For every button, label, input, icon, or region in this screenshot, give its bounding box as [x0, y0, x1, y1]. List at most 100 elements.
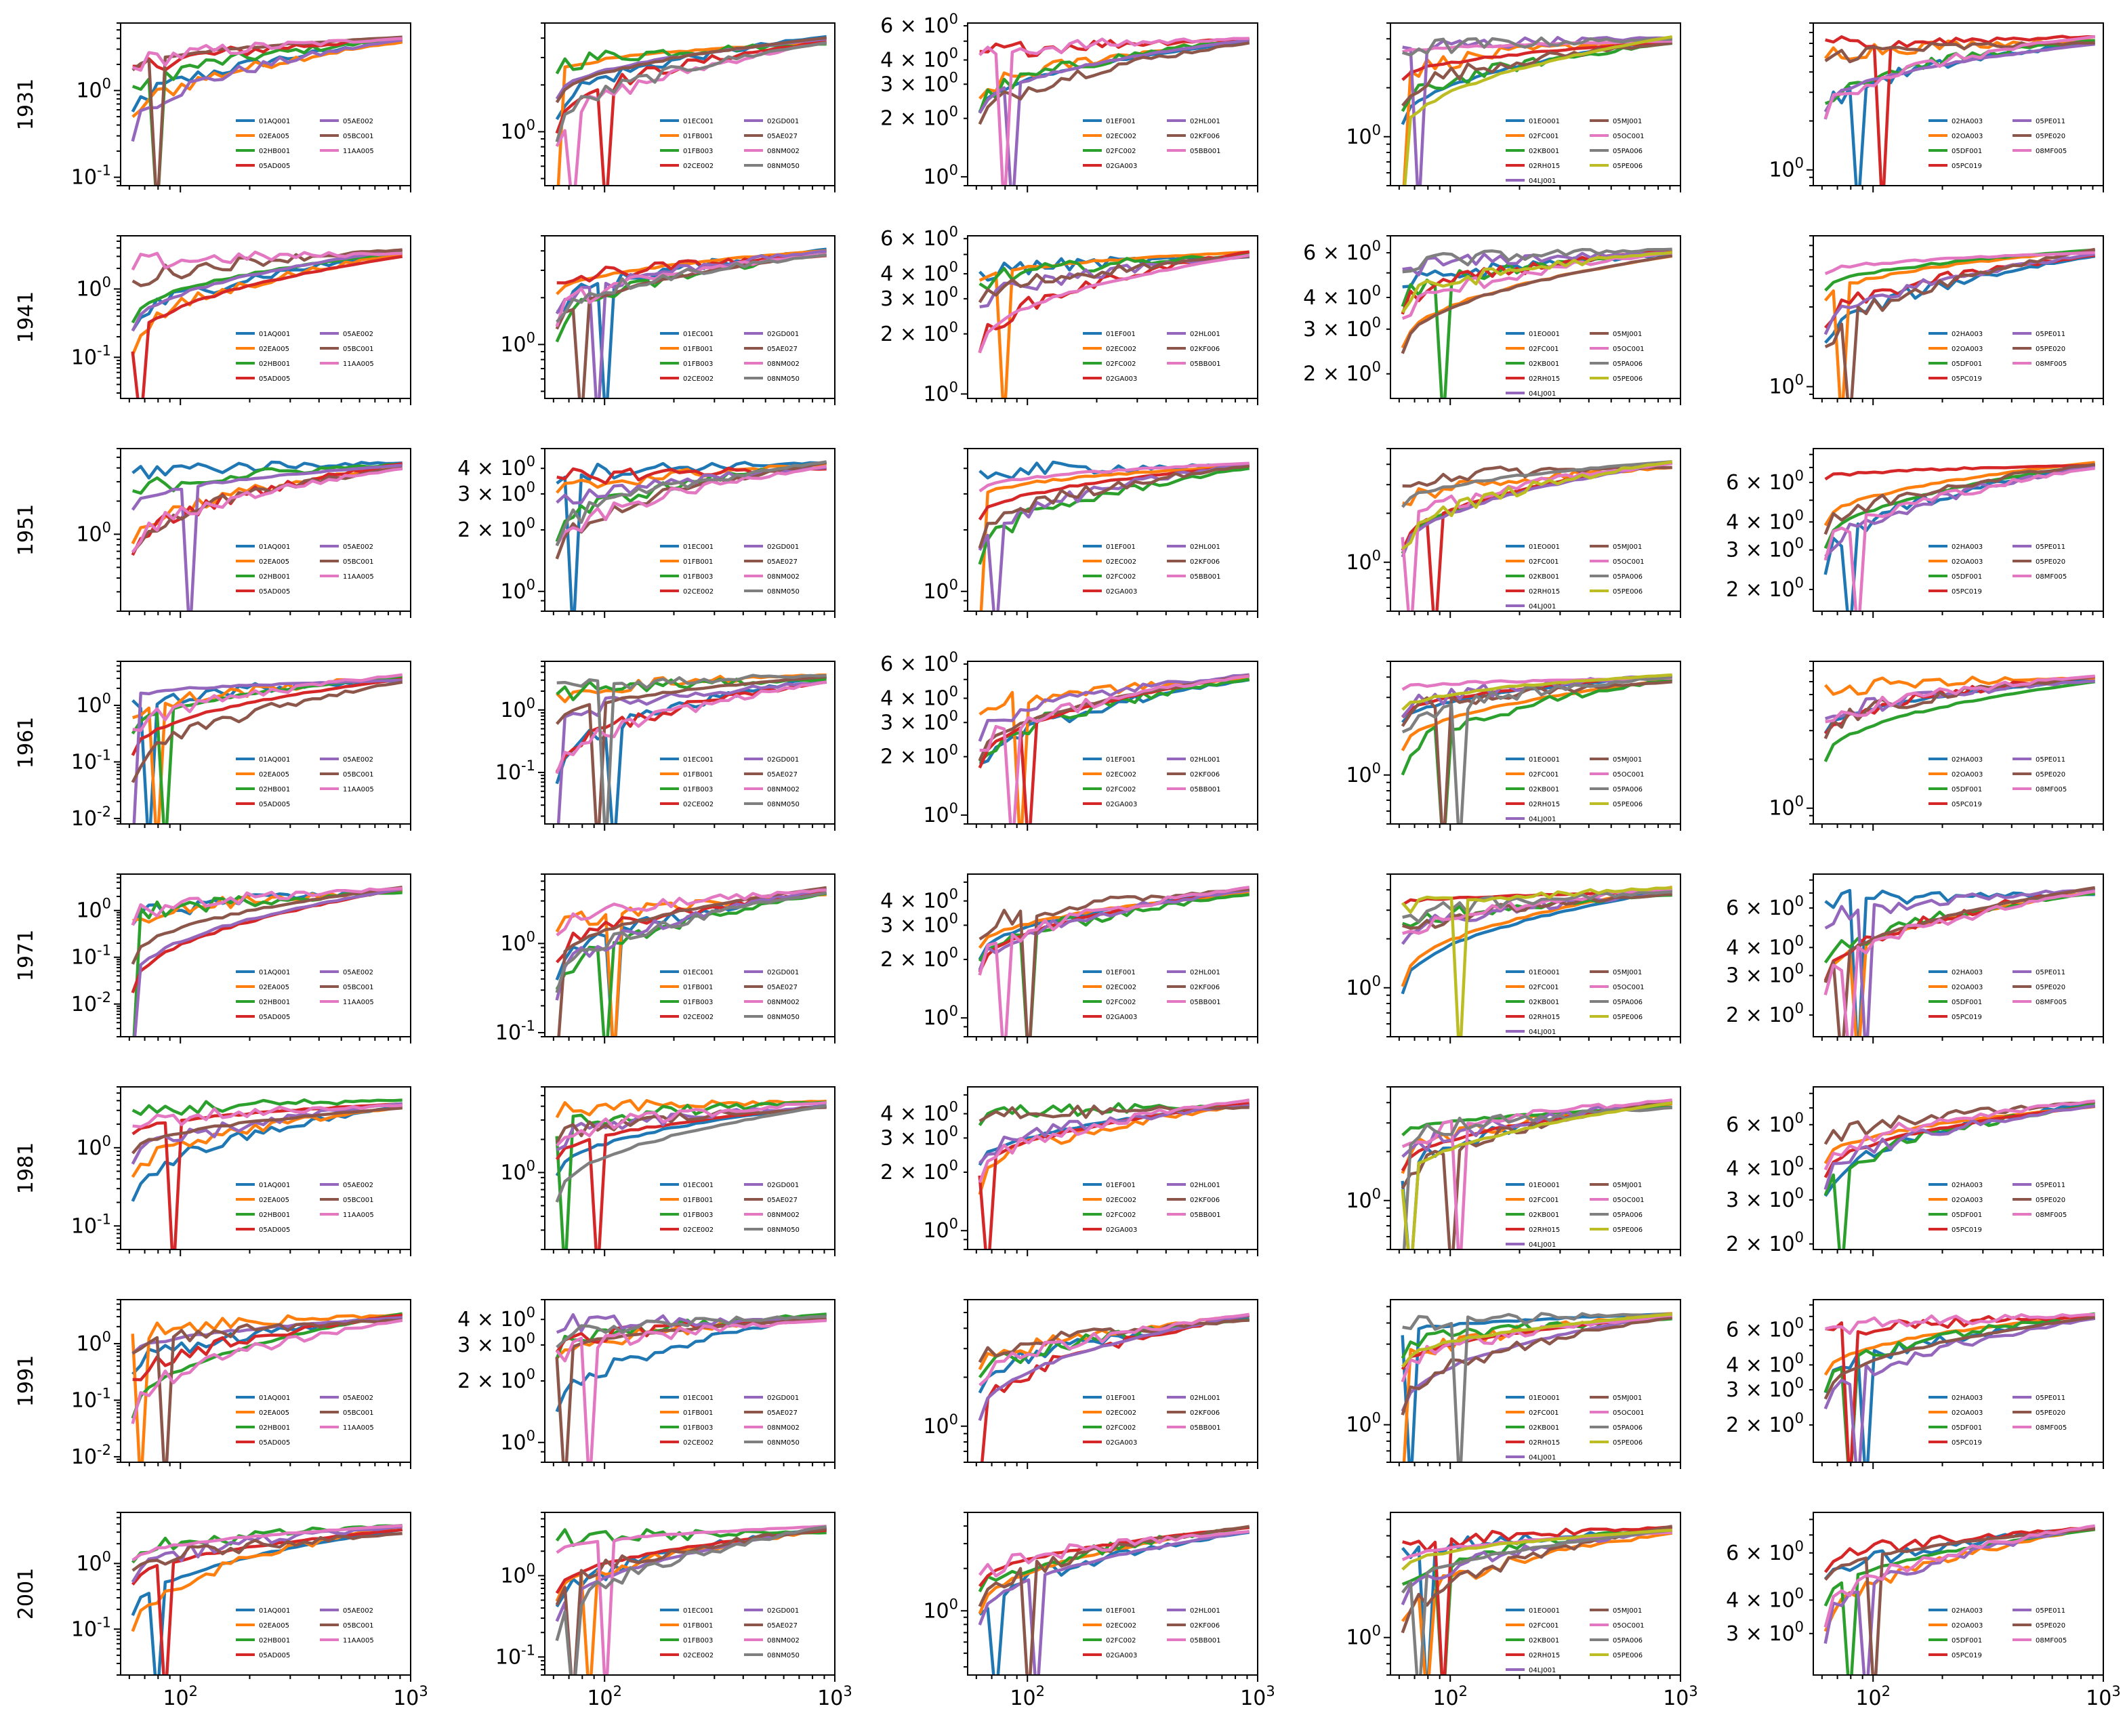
panel-1931-5: 100 02HA003 02OA003 05DF001 05PC019 05PE011 05…	[1769, 22, 2104, 192]
legend-entry: 05DF001	[1952, 573, 1982, 581]
series-line-08NM050	[555, 891, 827, 993]
legend-entry: 01EF001	[1106, 1182, 1136, 1189]
series-line-01EC001	[556, 461, 827, 611]
legend-entry: 02FC002	[1106, 999, 1136, 1006]
legend-entry: 05AD005	[259, 1014, 290, 1021]
panel-1971-4: 100 01EO001 02FC001 02KB001 02RH015 04LJ001 05…	[1346, 873, 1681, 1043]
series-line-05OC001	[1402, 887, 1672, 935]
panel-2001-1: 10-1 100 102 103 01AQ001 02EA005 02HB001 05AD00…	[71, 1512, 428, 1710]
x-tick-label: 102	[587, 1683, 622, 1710]
legend-entry: 02KB001	[1529, 786, 1559, 793]
legend-entry: 02KB001	[1529, 1212, 1559, 1219]
y-tick-label: 100	[1346, 1623, 1381, 1650]
axes-frame	[967, 1299, 1258, 1463]
legend-entry: 02FC002	[1106, 1637, 1136, 1645]
x-tick-label: 103	[393, 1683, 428, 1710]
series-line-08NM002	[555, 680, 827, 774]
series-line-04LJ001	[1402, 251, 1672, 276]
legend-entry: 02FC001	[1529, 771, 1559, 779]
series-line-08NM002	[555, 1319, 827, 1462]
legend-entry: 05PE006	[1613, 1652, 1643, 1659]
series-line-02CE002	[556, 253, 827, 285]
axes-frame	[967, 1512, 1258, 1676]
legend-entry: 05PE006	[1613, 163, 1643, 170]
y-tick-label: 100	[76, 274, 111, 301]
panel-1941-5: 100 02HA003 02OA003 05DF001 05PC019 05PE011 05…	[1769, 235, 2104, 405]
series-line-08NM002	[556, 888, 827, 936]
legend-entry: 02FC002	[1106, 1212, 1136, 1219]
series-line-05PE011	[1824, 888, 2095, 1037]
series-line-05PE011	[1825, 679, 2095, 720]
legend-entry: 02HB001	[259, 1637, 290, 1645]
series-line-05MJ001	[1401, 254, 1673, 354]
legend-entry: 05PE011	[2036, 118, 2065, 125]
legend-entry: 02HL001	[1190, 969, 1220, 976]
legend-entry: 02EA005	[259, 133, 289, 140]
legend-entry: 05AD005	[259, 163, 290, 170]
series-line-02EA005	[131, 1106, 403, 1178]
series-line-05PA006	[1401, 675, 1672, 824]
series-line-05PA006	[1402, 1106, 1672, 1249]
panel-1931-1: 10-1 100 01AQ001 02EA005 02HB001 05AD005 05AE0…	[71, 22, 411, 192]
panel-1981-2: 100 01EC001 01FB001 01FB003 02CE002 02GD001 05…	[500, 1086, 835, 1256]
legend-entry: 05OC001	[1613, 1622, 1645, 1630]
legend-entry: 05AE002	[343, 1182, 373, 1189]
panel-1941-1: 10-1 100 01AQ001 02EA005 02HB001 05AD005 05AE0…	[71, 235, 411, 405]
legend-entry: 05BB001	[1190, 1637, 1221, 1645]
legend-entry: 02OA003	[1952, 984, 1983, 991]
axes-frame	[120, 1299, 411, 1463]
y-tick-label: 6 × 100	[1726, 1538, 1804, 1565]
y-tick-label: 100	[923, 1411, 958, 1439]
panel-1981-5: 2 × 100 3 × 100 4 × 100 6 × 100 02HA003 02OA0…	[1726, 1086, 2104, 1256]
legend: 01AQ001 02EA005 02HB001 05AD005 05AE002 05BC0…	[236, 118, 374, 170]
legend: 02HA003 02OA003 05DF001 05PC019 05PE011 05PE0…	[1928, 331, 2067, 383]
legend-entry: 02FC002	[1106, 148, 1136, 155]
legend-entry: 02RH015	[1529, 375, 1560, 383]
legend-entry: 01AQ001	[259, 756, 290, 764]
legend-entry: 02RH015	[1529, 588, 1560, 596]
legend-entry: 02GD001	[767, 969, 799, 976]
legend-entry: 05AD005	[259, 588, 290, 596]
legend: 01EO001 02FC001 02KB001 02RH015 04LJ001 05MJ0…	[1506, 543, 1645, 611]
legend-entry: 02FC001	[1529, 984, 1559, 991]
legend-entry: 02GD001	[767, 1394, 799, 1402]
legend-entry: 05MJ001	[1613, 756, 1642, 764]
legend-entry: 05PE020	[2036, 771, 2065, 779]
series-line-08NM050	[556, 253, 827, 323]
legend-entry: 04LJ001	[1529, 1454, 1556, 1462]
legend-entry: 05PE020	[2036, 1622, 2065, 1630]
legend-entry: 02HL001	[1190, 1182, 1220, 1189]
series-line-02FC001	[1401, 1531, 1673, 1675]
legend-entry: 05PE011	[2036, 543, 2065, 551]
legend-entry: 11AA005	[343, 999, 374, 1006]
y-tick-label: 100	[1769, 372, 1804, 399]
legend: 01EF001 02EC002 02FC002 02GA003 02HL001 02KF0…	[1083, 543, 1221, 596]
series-line-02HL001	[978, 38, 1250, 186]
y-tick-label: 100	[500, 928, 535, 955]
legend-entry: 02KF006	[1190, 558, 1220, 566]
y-tick-label: 3 × 100	[880, 910, 958, 937]
series-line-05PE011	[1823, 1104, 2095, 1191]
series-line-05AE002	[131, 38, 403, 142]
legend-entry: 01EO001	[1529, 331, 1560, 338]
series-line-02KF006	[978, 1525, 1250, 1675]
series-line-08MF005	[1823, 1099, 2095, 1171]
series-line-05BB001	[979, 674, 1250, 824]
legend-entry: 02GA003	[1106, 163, 1137, 170]
axes-frame	[967, 1086, 1258, 1250]
series-line-02EC002	[978, 250, 1250, 398]
legend-entry: 02FC001	[1529, 346, 1559, 353]
legend-entry: 02GA003	[1106, 1652, 1137, 1659]
series-line-05AE002	[131, 1525, 403, 1583]
legend-entry: 02HA003	[1952, 118, 1983, 125]
y-tick-label: 2 × 100	[880, 945, 958, 972]
legend-entry: 01AQ001	[259, 543, 290, 551]
legend-entry: 02HL001	[1190, 331, 1220, 338]
series-line-05PA006	[1401, 460, 1672, 508]
legend-entry: 08MF005	[2036, 360, 2067, 368]
series-line-01FB001	[555, 1098, 827, 1119]
series-line-08NM002	[555, 464, 827, 546]
panel-1981-4: 100 01EO001 02FC001 02KB001 02RH015 04LJ001 05…	[1346, 1086, 1681, 1256]
y-tick-label: 100	[923, 1596, 958, 1623]
